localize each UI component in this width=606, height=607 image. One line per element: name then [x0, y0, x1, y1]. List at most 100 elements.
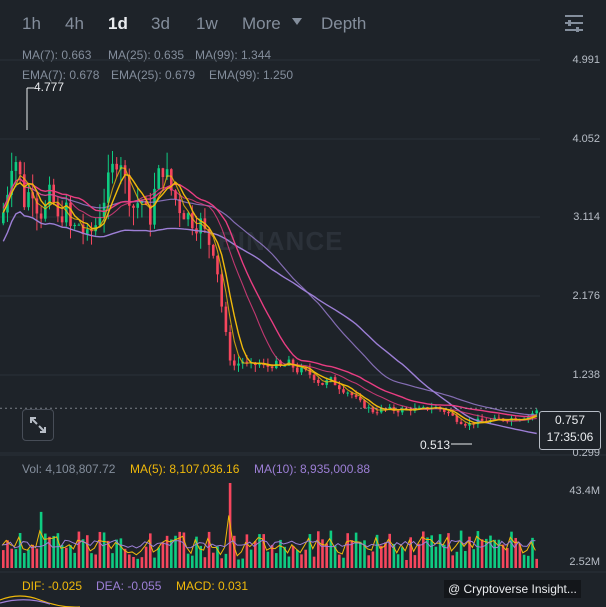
candle-body	[35, 198, 39, 214]
tab-1w[interactable]: 1w	[196, 14, 218, 33]
candle-body	[207, 228, 211, 245]
volume-bar	[417, 543, 421, 568]
macd-dif-label: DIF: -0.025	[22, 579, 83, 593]
candle-body	[321, 382, 324, 385]
candle-body	[304, 367, 307, 370]
volume-bar	[300, 554, 303, 568]
chart-settings-icon[interactable]	[564, 14, 584, 32]
candle-body	[388, 407, 391, 409]
tab-1d[interactable]: 1d	[108, 14, 128, 33]
volume-bar	[207, 531, 211, 568]
price-axis-label: 4.052	[572, 133, 600, 145]
volume-bar	[2, 550, 5, 568]
candle-body	[317, 379, 320, 383]
volume-bar	[249, 549, 253, 568]
candle-body	[170, 169, 173, 191]
volume-bar	[413, 555, 417, 568]
candle-body	[497, 417, 501, 419]
low-price-label: 0.513	[420, 438, 451, 452]
candle-body	[102, 202, 106, 218]
volume-bar	[216, 546, 219, 568]
candle-body	[371, 407, 375, 413]
volume-bar	[396, 554, 400, 568]
volume-bar	[518, 544, 522, 568]
volume-bar	[128, 554, 131, 568]
volume-bar	[405, 559, 408, 568]
candle-body	[228, 332, 232, 361]
volume-bar	[438, 534, 442, 568]
candle-body	[527, 416, 530, 419]
candle-body	[174, 190, 177, 200]
candle-countdown: 17:35:06	[546, 430, 594, 444]
volume-bar	[359, 541, 362, 568]
candle-body	[422, 407, 425, 409]
volume-bar	[451, 555, 454, 568]
volume-bar	[266, 551, 270, 568]
volume-bar	[476, 531, 480, 568]
volume-bar	[212, 552, 215, 568]
volume-bar	[430, 535, 433, 568]
volume-bar	[90, 553, 93, 568]
candle-body	[136, 203, 139, 208]
volume-bar	[329, 530, 333, 568]
volume-bar	[102, 532, 106, 568]
binance-watermark: BINANCE	[218, 226, 344, 256]
volume-bar	[497, 539, 501, 568]
tab-more[interactable]: More	[242, 14, 281, 33]
chevron-down-icon[interactable]	[292, 18, 302, 25]
candle-body	[69, 202, 72, 227]
price-axis-label: 2.176	[572, 290, 600, 302]
ma25-label: MA(25): 0.635	[108, 48, 185, 62]
volume-bar	[149, 533, 152, 568]
volume-bar	[14, 549, 18, 568]
volume-bar	[493, 539, 496, 568]
timeframe-bar: 1h 4h 1d 3d 1w More Depth	[0, 0, 606, 48]
candle-body	[165, 169, 169, 178]
expand-button[interactable]	[22, 409, 54, 441]
candle-body	[464, 424, 467, 426]
volume-bar	[31, 544, 34, 568]
volume-bar	[132, 556, 135, 568]
volume-bar	[304, 549, 307, 568]
volume-bar	[501, 544, 505, 568]
volume-bar	[510, 531, 513, 568]
volume-bar	[27, 549, 30, 568]
volume-bar	[392, 543, 396, 568]
tab-depth[interactable]: Depth	[321, 14, 367, 33]
expand-icon	[30, 417, 46, 433]
candle-body	[455, 415, 459, 422]
volume-bar	[308, 534, 312, 568]
current-price: 0.757	[554, 413, 586, 427]
candle-body	[128, 175, 131, 206]
tab-4h[interactable]: 4h	[65, 14, 84, 33]
volume-bar	[6, 540, 9, 568]
candle-body	[52, 184, 55, 203]
candle-body	[27, 192, 30, 208]
candle-body	[10, 170, 13, 195]
volume-bar	[522, 554, 526, 568]
tab-3d[interactable]: 3d	[151, 14, 170, 33]
volume-bar	[195, 536, 198, 568]
volume-bar	[325, 543, 328, 568]
volume-bar	[384, 542, 387, 568]
volume-bar	[178, 531, 181, 568]
volume-bar	[354, 532, 358, 568]
volume-bar	[464, 550, 467, 568]
volume-bar	[514, 537, 517, 568]
volume-bar	[338, 554, 341, 568]
ema99-line	[2, 182, 537, 416]
volume-bar	[140, 557, 144, 568]
candle-body	[111, 163, 114, 173]
candle-body	[39, 213, 43, 219]
volume-bar	[321, 539, 324, 568]
volume-bar	[170, 539, 173, 568]
volume-bar	[363, 540, 366, 568]
candle-body	[300, 367, 303, 373]
tab-1h[interactable]: 1h	[22, 14, 41, 33]
price-axis-label: 0.299	[572, 447, 600, 459]
candle-body	[2, 212, 5, 224]
volume-bar	[443, 544, 446, 568]
candle-body	[480, 418, 484, 421]
volume-bar	[94, 554, 97, 568]
